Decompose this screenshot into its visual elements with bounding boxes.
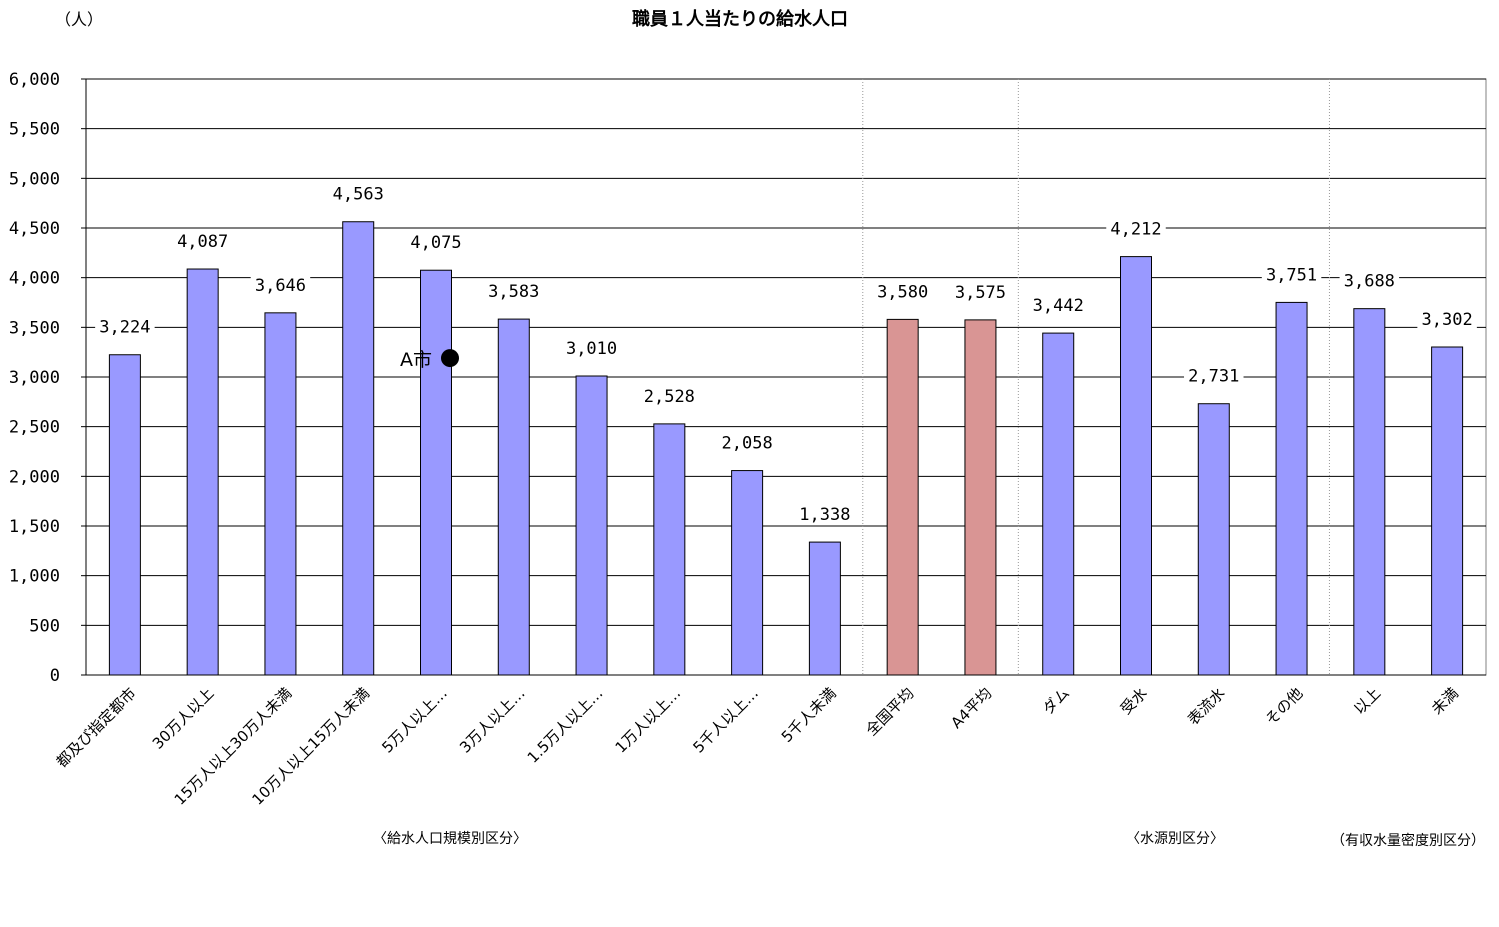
value-label: 3,580 bbox=[877, 282, 928, 302]
value-label: 3,302 bbox=[1422, 310, 1473, 330]
chart-title: 職員１人当たりの給水人口 bbox=[632, 8, 848, 30]
category-label: 3万人以上… bbox=[456, 684, 529, 757]
value-label-bg bbox=[1184, 365, 1244, 386]
y-tick-label: 6,000 bbox=[9, 70, 60, 90]
value-label-bg bbox=[872, 281, 933, 302]
value-label: 3,010 bbox=[566, 339, 617, 359]
category-label: A4平均 bbox=[947, 684, 995, 732]
value-label: 3,688 bbox=[1344, 272, 1395, 292]
bar bbox=[1197, 403, 1230, 676]
bar bbox=[108, 354, 141, 676]
value-label: 4,075 bbox=[410, 233, 461, 253]
y-tick-label: 1,500 bbox=[9, 517, 60, 537]
y-axis-unit-label: （人） bbox=[55, 10, 103, 29]
bars bbox=[108, 221, 1464, 676]
value-labels: 3,224 4,087 3,646 4,563 4,075 3,583 3,010 2,528… bbox=[95, 183, 1477, 525]
y-tick-label: 2,500 bbox=[9, 418, 60, 438]
y-tick-label: 5,500 bbox=[9, 120, 60, 140]
value-label: 3,224 bbox=[99, 318, 150, 338]
y-tick-label: 4,500 bbox=[9, 219, 60, 239]
category-label: 1.5万人以上… bbox=[524, 684, 607, 767]
y-tick-label: 3,000 bbox=[9, 368, 60, 388]
group-label-population: 〈給水人口規模別区分〉 bbox=[373, 831, 527, 847]
category-label: 1万人以上… bbox=[612, 684, 685, 757]
value-label-bg bbox=[561, 338, 622, 359]
a-city-label: A市 bbox=[400, 349, 432, 371]
y-tick-label: 500 bbox=[29, 616, 60, 636]
category-label: 都及び指定都市 bbox=[53, 684, 140, 771]
y-tick-label: 2,000 bbox=[9, 467, 60, 487]
value-label: 3,575 bbox=[955, 283, 1006, 303]
bar bbox=[1431, 346, 1464, 676]
category-label: 表流水 bbox=[1184, 684, 1229, 729]
category-label: 以上 bbox=[1350, 684, 1384, 718]
category-label: 全国平均 bbox=[862, 684, 917, 739]
value-label: 4,563 bbox=[333, 185, 384, 205]
a-city-marker: A市 bbox=[400, 349, 459, 371]
bar bbox=[264, 312, 297, 676]
y-tick-label: 4,000 bbox=[9, 269, 60, 289]
category-label: その他 bbox=[1262, 684, 1307, 729]
value-label: 2,731 bbox=[1188, 367, 1239, 387]
category-label: 5千人以上… bbox=[689, 684, 762, 757]
bar bbox=[186, 268, 219, 676]
category-label: 5万人以上… bbox=[378, 684, 451, 757]
value-label-bg bbox=[250, 274, 311, 295]
bar bbox=[653, 423, 686, 676]
value-label: 4,087 bbox=[177, 232, 228, 252]
group-label-water-source: 〈水源別区分〉 bbox=[1126, 831, 1224, 847]
category-label: 5千人未満 bbox=[778, 684, 840, 746]
group-labels: 〈給水人口規模別区分〉 〈水源別区分〉 （有収水量密度別区分） bbox=[373, 831, 1485, 849]
bar bbox=[342, 221, 375, 676]
value-label: 3,583 bbox=[488, 282, 539, 302]
bar bbox=[420, 269, 452, 676]
category-label: ダム bbox=[1039, 684, 1073, 718]
bar bbox=[964, 319, 997, 676]
group-separators bbox=[862, 79, 1330, 675]
value-label-bg bbox=[1339, 270, 1400, 291]
category-label: 受水 bbox=[1117, 684, 1151, 718]
value-label: 3,751 bbox=[1266, 265, 1317, 285]
value-label-bg bbox=[1028, 295, 1088, 316]
value-label-bg bbox=[328, 183, 388, 204]
value-label-bg bbox=[172, 231, 233, 252]
y-tick-label: 5,000 bbox=[9, 169, 60, 189]
bar bbox=[497, 318, 530, 676]
value-label-bg bbox=[1417, 309, 1477, 330]
value-label: 2,058 bbox=[722, 434, 773, 454]
a-city-dot bbox=[441, 349, 459, 368]
bar bbox=[1120, 256, 1152, 676]
category-label: 30万人以上 bbox=[149, 684, 218, 753]
value-label-bg bbox=[1261, 264, 1322, 285]
bar bbox=[575, 375, 608, 676]
value-label: 2,528 bbox=[644, 387, 695, 407]
bar bbox=[886, 318, 919, 676]
bar bbox=[808, 541, 841, 676]
value-label-bg bbox=[95, 316, 155, 337]
value-label-bg bbox=[484, 281, 544, 302]
bar bbox=[731, 470, 764, 676]
bar bbox=[1042, 332, 1075, 676]
value-label-bg bbox=[717, 432, 777, 453]
category-label: 未満 bbox=[1428, 684, 1462, 718]
bar bbox=[1353, 308, 1386, 676]
y-axis: 0 500 1,000 1,500 2,000 2,500 3,000 3,500 4,000 4… bbox=[9, 70, 87, 686]
y-tick-label: 0 bbox=[50, 666, 60, 686]
gridlines bbox=[85, 78, 1487, 676]
value-label: 4,212 bbox=[1110, 220, 1161, 240]
value-label-bg bbox=[795, 504, 855, 525]
value-label: 3,646 bbox=[255, 276, 306, 296]
group-label-density: （有収水量密度別区分） bbox=[1331, 832, 1485, 849]
bar bbox=[1275, 301, 1308, 676]
y-tick-label: 1,000 bbox=[9, 567, 60, 587]
value-label-bg bbox=[406, 232, 466, 253]
value-label-bg bbox=[1106, 218, 1166, 239]
value-label-bg bbox=[639, 385, 700, 406]
value-label: 1,338 bbox=[799, 505, 850, 525]
y-tick-label: 3,500 bbox=[9, 318, 60, 338]
value-label: 3,442 bbox=[1033, 296, 1084, 316]
value-label-bg bbox=[950, 281, 1011, 302]
